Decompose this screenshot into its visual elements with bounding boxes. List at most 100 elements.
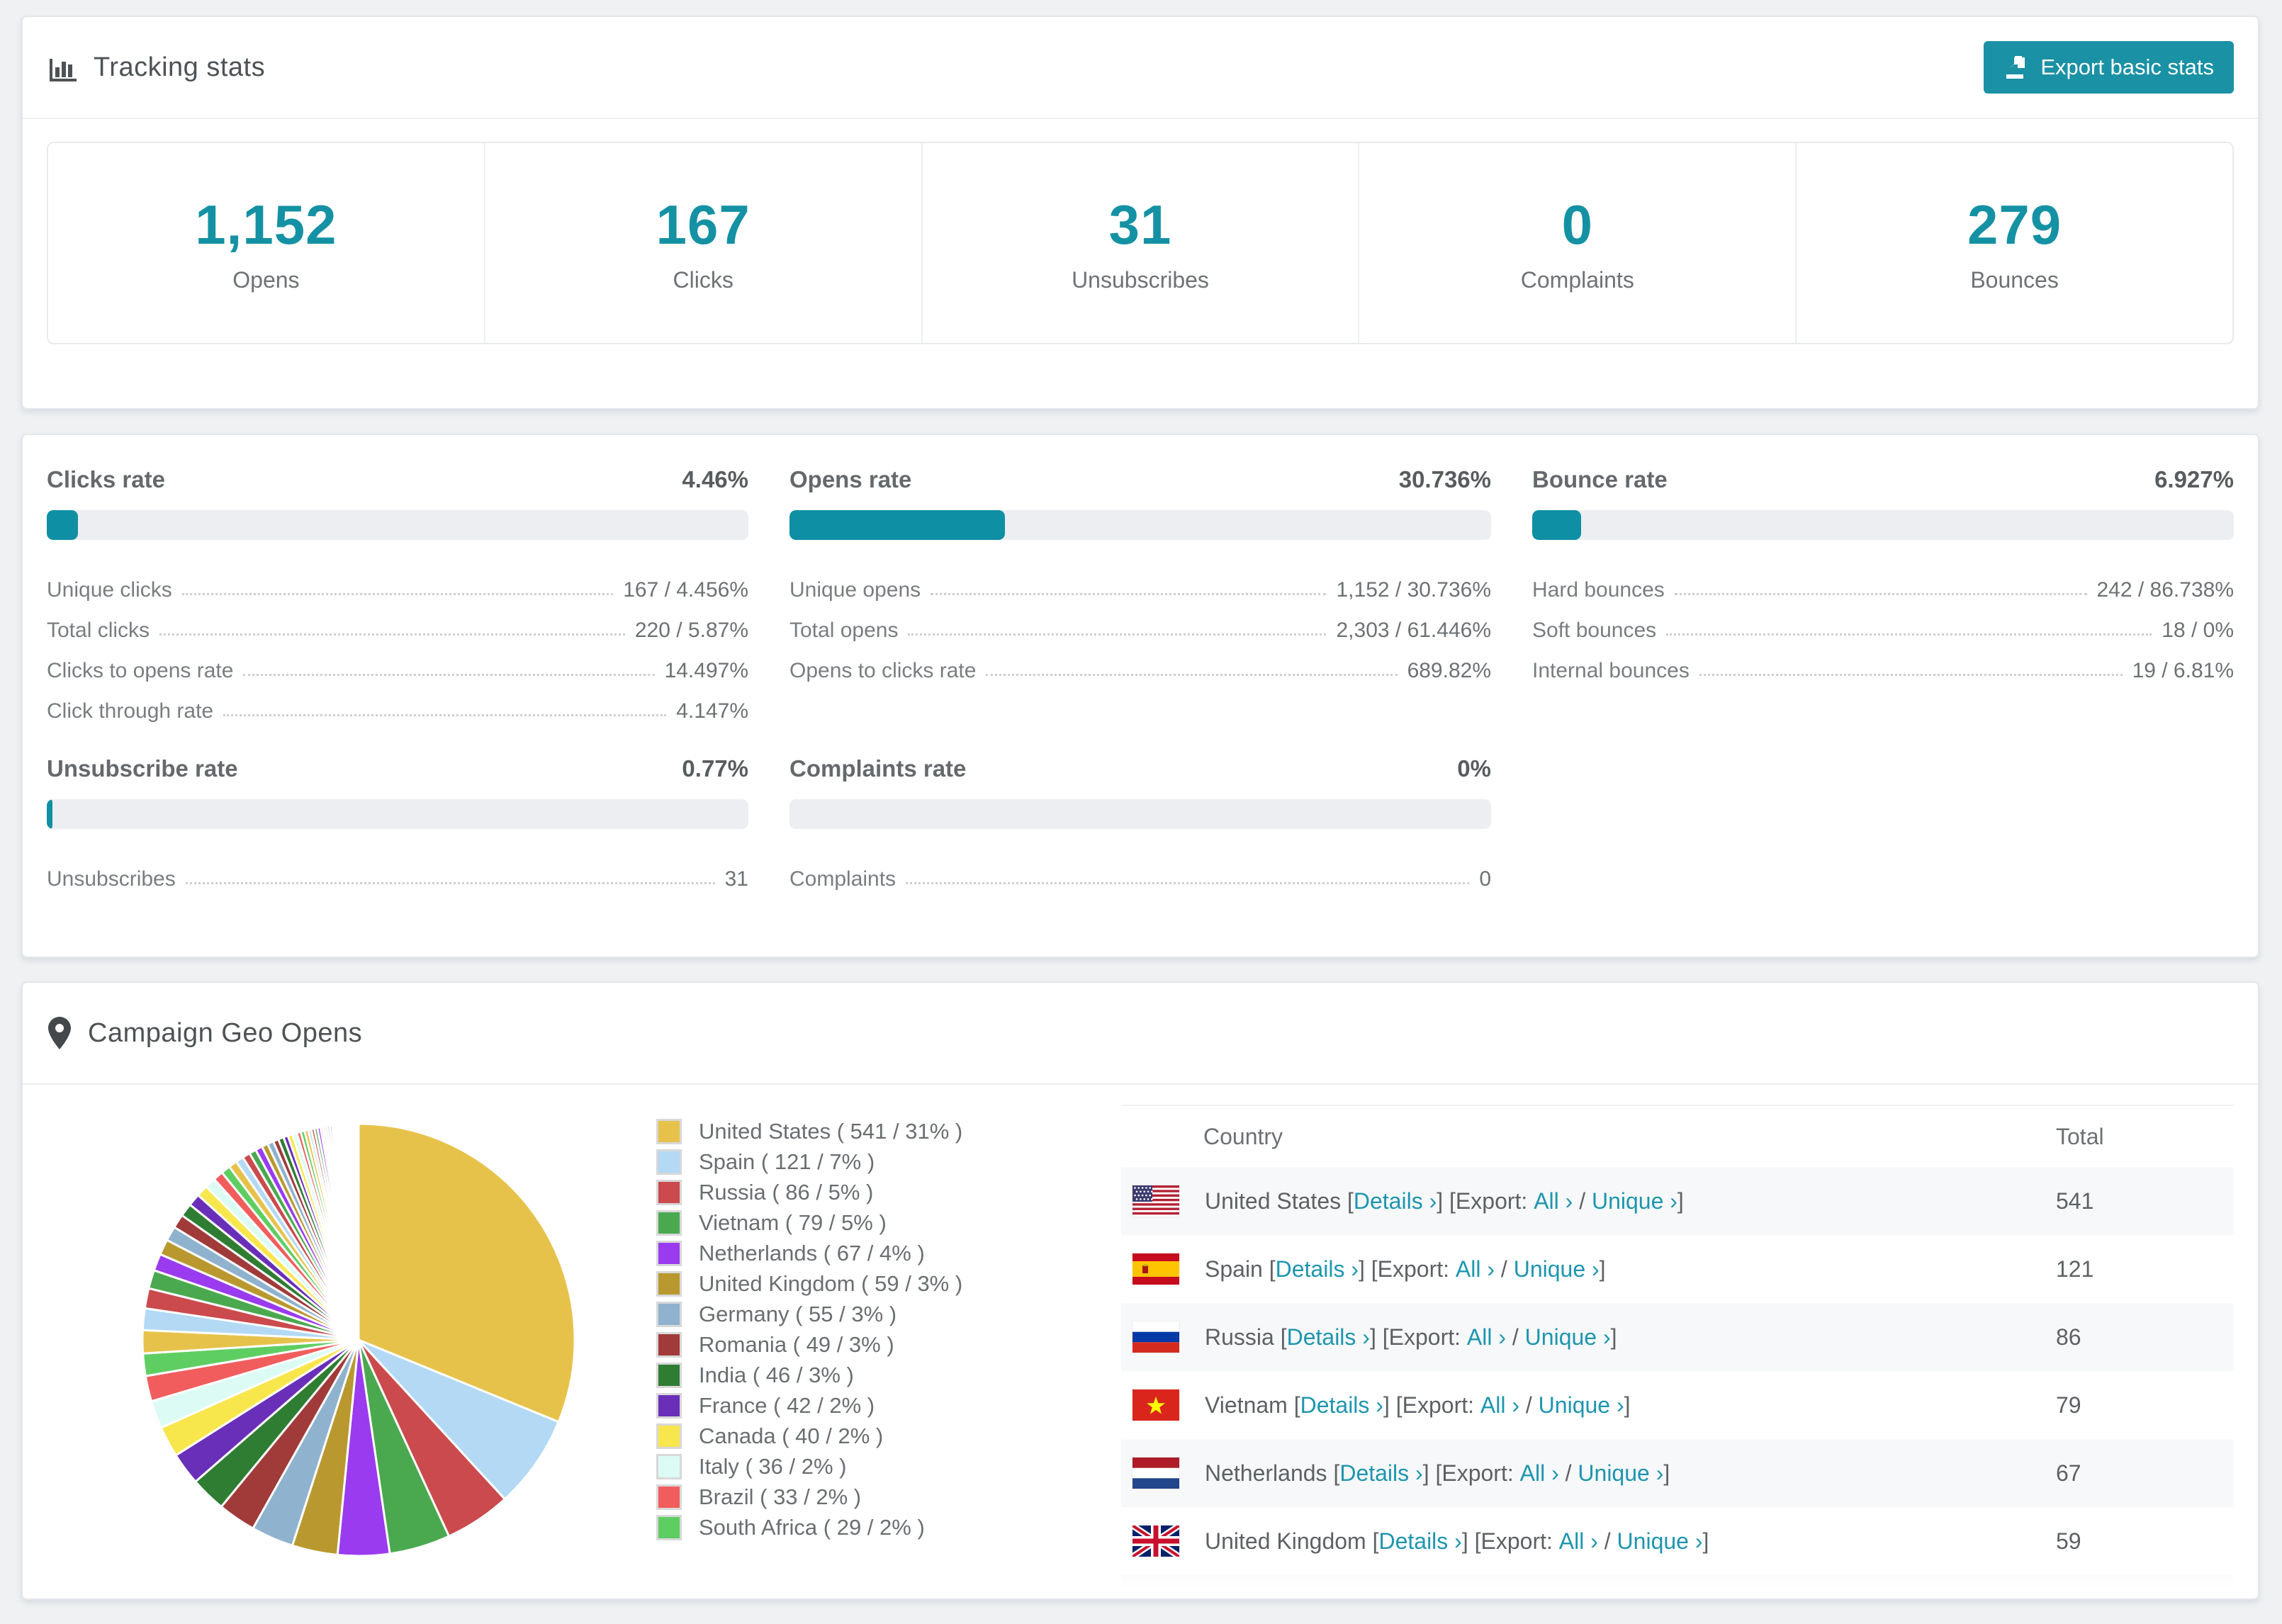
rate-title: Complaints rate — [789, 755, 967, 782]
details-link-us[interactable]: Details › — [1353, 1188, 1437, 1214]
legend-item-nl[interactable]: Netherlands ( 67 / 4% ) — [656, 1238, 1110, 1268]
country-column-header: Country — [1203, 1123, 1283, 1149]
export-unique-link-ru[interactable]: Unique › — [1524, 1324, 1611, 1350]
legend-item-de[interactable]: Germany ( 55 / 3% ) — [656, 1299, 1110, 1329]
details-link-es[interactable]: Details › — [1275, 1256, 1359, 1282]
export-unique-link-es[interactable]: Unique › — [1513, 1256, 1600, 1282]
dotted-leader — [1674, 593, 2087, 595]
rate-detail-label: Total opens — [789, 619, 899, 642]
rate-detail-value: 220 / 5.87% — [634, 619, 748, 642]
rate-detail-value: 167 / 4.456% — [623, 578, 748, 602]
legend-swatch — [656, 1392, 682, 1419]
details-link-gb[interactable]: Details › — [1378, 1528, 1462, 1554]
rate-detail-label: Clicks to opens rate — [47, 659, 234, 682]
pie-slice-united-states[interactable] — [357, 1122, 576, 1423]
legend-label: South Africa ( 29 / 2% ) — [699, 1514, 925, 1540]
rate-head: Opens rate 30.736% — [789, 466, 1491, 493]
country-cell: United States [Details ›] [Export: All ›… — [1121, 1185, 2056, 1217]
header-divider — [23, 118, 2258, 119]
details-link-ru[interactable]: Details › — [1286, 1324, 1370, 1350]
country-name: Germany [ — [1205, 1596, 1310, 1599]
export-all-link-us[interactable]: All › — [1534, 1188, 1573, 1214]
legend-swatch — [656, 1209, 682, 1236]
legend-item-za[interactable]: South Africa ( 29 / 2% ) — [656, 1512, 1110, 1543]
rate-detail-label: Click through rate — [47, 699, 214, 723]
summary-boxes: 1,152 Opens 167 Clicks 31 Unsubscribes 0 Compla… — [47, 142, 2234, 344]
rate-detail-row: Unique clicks 167 / 4.456% — [47, 561, 748, 602]
export-all-link-es[interactable]: All › — [1455, 1256, 1495, 1282]
rate-detail-label: Total clicks — [47, 619, 150, 642]
country-name: United Kingdom [ — [1205, 1528, 1379, 1554]
export-unique-link-us[interactable]: Unique › — [1591, 1188, 1677, 1214]
export-all-link-ru[interactable]: All › — [1466, 1324, 1506, 1350]
export-unique-link-vn[interactable]: Unique › — [1538, 1392, 1624, 1418]
export-all-link-gb[interactable]: All › — [1558, 1528, 1598, 1554]
export-all-link-vn[interactable]: All › — [1480, 1392, 1519, 1418]
rate-progress-fill — [47, 799, 52, 829]
legend-item-br[interactable]: Brazil ( 33 / 2% ) — [656, 1482, 1110, 1512]
pie-slice-spain[interactable] — [357, 1338, 560, 1501]
legend-swatch — [656, 1484, 682, 1510]
geo-table-row-de: Germany [Details ›] [Export: All › / Uni… — [1121, 1575, 2234, 1599]
rate-detail-value: 2,303 / 61.446% — [1336, 619, 1491, 642]
legend-item-it[interactable]: Italy ( 36 / 2% ) — [656, 1451, 1110, 1482]
legend-item-ro[interactable]: Romania ( 49 / 3% ) — [656, 1329, 1110, 1360]
rate-block-complaints-rate: Complaints rate 0% Complaints 0 — [789, 755, 1491, 891]
legend-label: United States ( 541 / 31% ) — [699, 1118, 963, 1144]
geo-pie-svg — [141, 1122, 576, 1557]
bar-chart-icon — [47, 52, 78, 83]
legend-item-gb[interactable]: United Kingdom ( 59 / 3% ) — [656, 1268, 1110, 1299]
details-link-vn[interactable]: Details › — [1300, 1392, 1383, 1418]
export-icon — [2003, 55, 2029, 80]
rate-progress-track — [1532, 510, 2234, 540]
geo-opens-title: Campaign Geo Opens — [88, 1017, 363, 1048]
country-name: United States [ — [1205, 1188, 1354, 1214]
country-cell: Vietnam [Details ›] [Export: All › / Uni… — [1121, 1389, 2056, 1421]
rate-detail-value: 242 / 86.738% — [2096, 578, 2235, 602]
rate-detail-label: Internal bounces — [1532, 659, 1690, 682]
details-link-de[interactable]: Details › — [1310, 1596, 1393, 1599]
legend-swatch — [656, 1149, 682, 1175]
legend-item-es[interactable]: Spain ( 121 / 7% ) — [656, 1146, 1110, 1177]
export-all-link-de[interactable]: All › — [1491, 1596, 1530, 1599]
country-cell: Germany [Details ›] [Export: All › / Uni… — [1121, 1594, 2056, 1599]
rate-title: Clicks rate — [47, 466, 165, 492]
export-basic-stats-button[interactable]: Export basic stats — [1984, 41, 2234, 94]
rate-detail-value: 31 — [724, 867, 748, 891]
rate-detail-value: 0 — [1479, 867, 1491, 891]
rate-value: 30.736% — [1398, 466, 1491, 492]
rate-rows: Unique clicks 167 / 4.456% Total clicks … — [47, 561, 748, 723]
country-name: Netherlands [ — [1205, 1460, 1340, 1486]
rate-detail-row: Complaints 0 — [789, 850, 1491, 891]
rate-title: Bounce rate — [1532, 466, 1668, 492]
legend-item-in[interactable]: India ( 46 / 3% ) — [656, 1360, 1110, 1390]
summary-label: Opens — [232, 267, 300, 293]
legend-swatch — [656, 1331, 682, 1358]
export-all-link-nl[interactable]: All › — [1519, 1460, 1559, 1486]
country-total: 541 — [2056, 1167, 2234, 1235]
details-link-nl[interactable]: Details › — [1339, 1460, 1423, 1486]
country-total: 67 — [2056, 1439, 2234, 1507]
export-unique-link-nl[interactable]: Unique › — [1578, 1460, 1664, 1486]
rate-detail-row: Hard bounces 242 / 86.738% — [1532, 561, 2234, 602]
tracking-stats-card: Tracking stats Export basic stats — [21, 16, 2259, 410]
rate-detail-value: 18 / 0% — [2162, 619, 2234, 642]
rate-detail-row: Opens to clicks rate 689.82% — [789, 642, 1491, 682]
export-unique-link-gb[interactable]: Unique › — [1617, 1528, 1703, 1554]
geo-body: United States ( 541 / 31% ) Spain ( 121 /… — [23, 1085, 2258, 1599]
export-unique-link-de[interactable]: Unique › — [1548, 1596, 1634, 1599]
legend-label: Romania ( 49 / 3% ) — [699, 1331, 894, 1357]
summary-label: Unsubscribes — [1072, 267, 1209, 293]
rate-title: Unsubscribe rate — [47, 755, 238, 782]
rate-detail-label: Complaints — [789, 867, 896, 891]
legend-item-ca[interactable]: Canada ( 40 / 2% ) — [656, 1421, 1110, 1451]
rate-detail-value: 1,152 / 30.736% — [1336, 578, 1491, 602]
legend-item-us[interactable]: United States ( 541 / 31% ) — [656, 1116, 1110, 1146]
legend-item-fr[interactable]: France ( 42 / 2% ) — [656, 1390, 1110, 1421]
dotted-leader — [986, 674, 1398, 676]
rate-detail-row: Total opens 2,303 / 61.446% — [789, 602, 1491, 642]
rate-rows: Hard bounces 242 / 86.738% Soft bounces … — [1532, 561, 2234, 682]
legend-item-ru[interactable]: Russia ( 86 / 5% ) — [656, 1177, 1110, 1207]
pie-slice-other[interactable] — [356, 1122, 360, 1341]
legend-item-vn[interactable]: Vietnam ( 79 / 5% ) — [656, 1207, 1110, 1238]
